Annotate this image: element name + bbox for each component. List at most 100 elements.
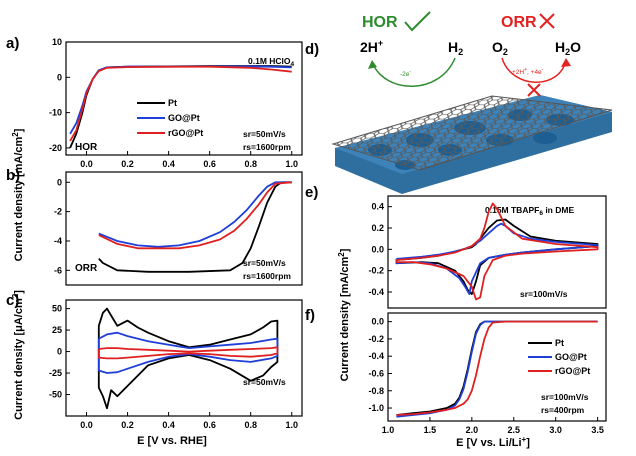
graphene-sheet-edge <box>331 95 613 171</box>
orr-product: H2O <box>555 39 581 57</box>
panel-f-rotation: rs=400rpm <box>541 405 585 415</box>
series-a-rgo-at-pt <box>69 65 292 142</box>
xtick-label-f-2: 2.0 <box>466 425 479 435</box>
series-f-rgo-at-pt <box>396 320 598 416</box>
series-b-go-at-pt <box>98 181 292 248</box>
xtick-label-f-5: 3.5 <box>591 425 604 435</box>
ytick-label-f-3: -0.6 <box>368 368 384 378</box>
orr-title: ORR <box>501 14 537 31</box>
panel-a-scanrate: sr=50mV/s <box>243 129 286 139</box>
ytick-label-e-2: 0.0 <box>371 244 384 254</box>
orr-arrow-label: +2H+, +4e- <box>512 67 544 76</box>
xtick-label-c-0: 0.0 <box>80 420 93 430</box>
panel-a-rotation: rs=1600rpm <box>243 142 291 152</box>
legend-left: Pt GO@Pt rGO@Pt <box>137 98 203 138</box>
ytick-label-b-0: 0 <box>57 177 62 187</box>
xtick-label-a-4: 0.8 <box>244 159 257 169</box>
ytick-label-c-1: 25 <box>52 325 62 335</box>
ytick-label-f-1: -0.2 <box>368 334 384 344</box>
xtick-label-c-4: 0.8 <box>244 420 257 430</box>
xtick-label-a-3: 0.6 <box>203 159 216 169</box>
panel-letter-b: b) <box>6 167 20 184</box>
panel-letter-f: f) <box>305 307 315 324</box>
xtick-label-a-0: 0.0 <box>80 159 93 169</box>
xtick-label-c-2: 0.4 <box>162 420 175 430</box>
panel-letter-d: d) <box>305 41 319 58</box>
plot-frame-f <box>387 312 607 422</box>
left-xlabel: E [V vs. RHE] <box>137 435 207 447</box>
plot-frame-e <box>387 195 607 309</box>
panel-c-scanrate: sr=50mV/s <box>243 377 286 387</box>
left-ylabel-ab: Current density [mA/cm2] <box>11 128 25 261</box>
ytick-label-a-1: 0 <box>57 72 62 82</box>
ytick-label-e-1: 0.2 <box>371 223 384 233</box>
xtick-label-f-4: 3.0 <box>549 425 562 435</box>
ytick-label-f-4: -0.8 <box>368 386 384 396</box>
legend-f-label-go: GO@Pt <box>555 352 587 362</box>
hor-reactant: 2H+ <box>360 38 383 55</box>
panel-a-electrolyte: 0.1M HClO4 <box>248 56 295 68</box>
legend-label-pt: Pt <box>168 98 177 108</box>
legend-right: Pt GO@Pt rGO@Pt <box>528 338 590 376</box>
cross-icon <box>539 13 555 29</box>
ytick-label-c-3: -25 <box>49 368 62 378</box>
legend-f-label-pt: Pt <box>555 338 564 348</box>
xtick-label-a-1: 0.2 <box>121 159 134 169</box>
xtick-label-a-5: 1.0 <box>285 159 298 169</box>
check-icon <box>404 11 431 32</box>
ytick-label-f-2: -0.4 <box>368 351 384 361</box>
chart-f: 0.0 -0.2 -0.4 -0.6 -0.8 -1.0 1.0 1.5 2.0 2.5 3.0 3.… <box>368 312 607 435</box>
panel-e-electrolyte: 0.15M TBAPF6 in DME <box>485 205 574 217</box>
ytick-label-a-3: -20 <box>49 143 62 153</box>
ytick-label-f-0: 0.0 <box>371 317 384 327</box>
hor-product: H2 <box>448 39 463 57</box>
orr-arrow <box>501 57 567 83</box>
chart-b: 0 -2 -4 -6 <box>54 171 303 286</box>
ytick-label-c-0: 50 <box>52 304 62 314</box>
xtick-label-f-1: 1.5 <box>424 425 437 435</box>
legend-f-label-rgo: rGO@Pt <box>555 366 590 376</box>
panel-a-hor-label: HOR <box>75 142 98 153</box>
plots-layer: 10 0 -10 -20 0.0 0.2 0.4 0.6 0.8 1.0 0 -2 -4 -6 50 25 0 -… <box>49 37 607 435</box>
panel-e-scanrate: sr=100mV/s <box>520 289 568 299</box>
plot-frame-a <box>65 41 303 156</box>
panel-d-illustration: HOR ORR 2H+ H2 O2 H2O -2e- +2H+, +4e- <box>331 11 613 194</box>
right-xlabel: E [V vs. Li/Li+] <box>456 435 530 449</box>
chart-a: 10 0 -10 -20 0.0 0.2 0.4 0.6 0.8 1.0 <box>49 37 303 169</box>
hor-arrow <box>371 57 456 87</box>
ytick-label-a-0: 10 <box>52 37 62 47</box>
xtick-label-c-1: 0.2 <box>121 420 134 430</box>
blocked-cross-icon <box>527 83 541 97</box>
panel-f-scanrate: sr=100mV/s <box>541 392 589 402</box>
ytick-label-e-0: 0.4 <box>371 202 384 212</box>
series-b-rgo-at-pt <box>98 181 292 250</box>
xtick-label-c-3: 0.6 <box>203 420 216 430</box>
ytick-label-c-4: -50 <box>49 390 62 400</box>
series-c-go-at-pt <box>97 331 279 374</box>
series-c-rgo-at-pt <box>97 346 279 360</box>
legend-label-rgo: rGO@Pt <box>168 128 203 138</box>
panel-letter-a: a) <box>6 35 19 52</box>
hor-arrowhead <box>368 60 377 69</box>
chart-e: 0.4 0.2 0.0 -0.2 -0.4 <box>368 195 607 309</box>
orr-reactant: O2 <box>492 39 508 57</box>
series-b-pt <box>98 181 292 273</box>
ytick-label-b-2: -4 <box>54 236 62 246</box>
ytick-label-e-3: -0.2 <box>368 266 384 276</box>
series-e-rgo-at-pt <box>395 202 599 301</box>
ytick-label-b-1: -2 <box>54 207 62 217</box>
xtick-label-c-5: 1.0 <box>285 420 298 430</box>
orr-arrowhead <box>561 58 571 67</box>
ytick-label-f-5: -1.0 <box>368 403 384 413</box>
graphene-sheet <box>333 96 612 170</box>
legend-label-go: GO@Pt <box>168 113 200 123</box>
plot-frame-c <box>65 299 303 417</box>
panel-b-scanrate: sr=50mV/s <box>243 258 286 268</box>
hor-title: HOR <box>362 14 398 31</box>
ytick-label-e-4: -0.4 <box>368 287 384 297</box>
right-ylabel: Current density [mA/cm2] <box>337 248 351 381</box>
panel-b-rotation: rs=1600rpm <box>243 271 291 281</box>
series-c-pt <box>97 307 279 410</box>
xtick-label-a-2: 0.4 <box>162 159 175 169</box>
